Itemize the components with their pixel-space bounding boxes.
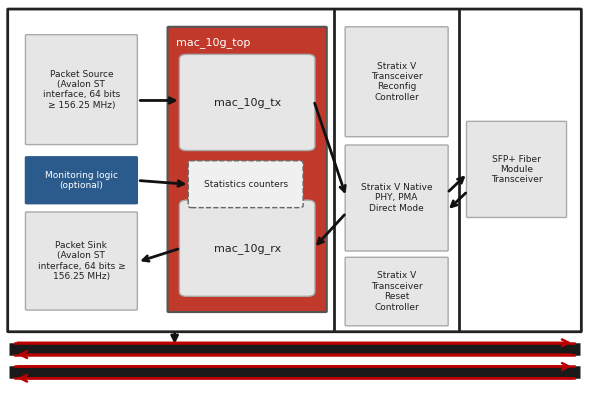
FancyBboxPatch shape [345,27,448,137]
FancyBboxPatch shape [25,212,137,310]
Text: Stratix V
Transceiver
Reset
Controller: Stratix V Transceiver Reset Controller [371,271,423,312]
Text: Packet Sink
(Avalon ST
interface, 64 bits ≥
156.25 MHz): Packet Sink (Avalon ST interface, 64 bit… [37,241,126,281]
Text: Monitoring logic
(optional): Monitoring logic (optional) [45,171,118,190]
Text: SFP+ Fiber
Module
Transceiver: SFP+ Fiber Module Transceiver [491,154,542,184]
Text: mac_10g_tx: mac_10g_tx [214,97,281,108]
Text: Stratix V Native
PHY, PMA
Direct Mode: Stratix V Native PHY, PMA Direct Mode [361,183,432,213]
FancyBboxPatch shape [466,121,567,217]
FancyBboxPatch shape [188,161,303,208]
FancyBboxPatch shape [179,200,315,296]
Text: Stratix V
Transceiver
Reconfig
Controller: Stratix V Transceiver Reconfig Controlle… [371,61,423,102]
FancyBboxPatch shape [168,27,327,312]
Text: mac_10g_rx: mac_10g_rx [214,243,281,254]
Text: Statistics counters: Statistics counters [204,180,288,189]
FancyBboxPatch shape [345,145,448,251]
FancyBboxPatch shape [345,257,448,326]
FancyBboxPatch shape [25,157,137,204]
Text: mac_10g_top: mac_10g_top [176,37,250,48]
FancyBboxPatch shape [179,54,315,151]
FancyBboxPatch shape [25,35,137,145]
Text: Packet Source
(Avalon ST
interface, 64 bits
≥ 156.25 MHz): Packet Source (Avalon ST interface, 64 b… [43,69,120,110]
